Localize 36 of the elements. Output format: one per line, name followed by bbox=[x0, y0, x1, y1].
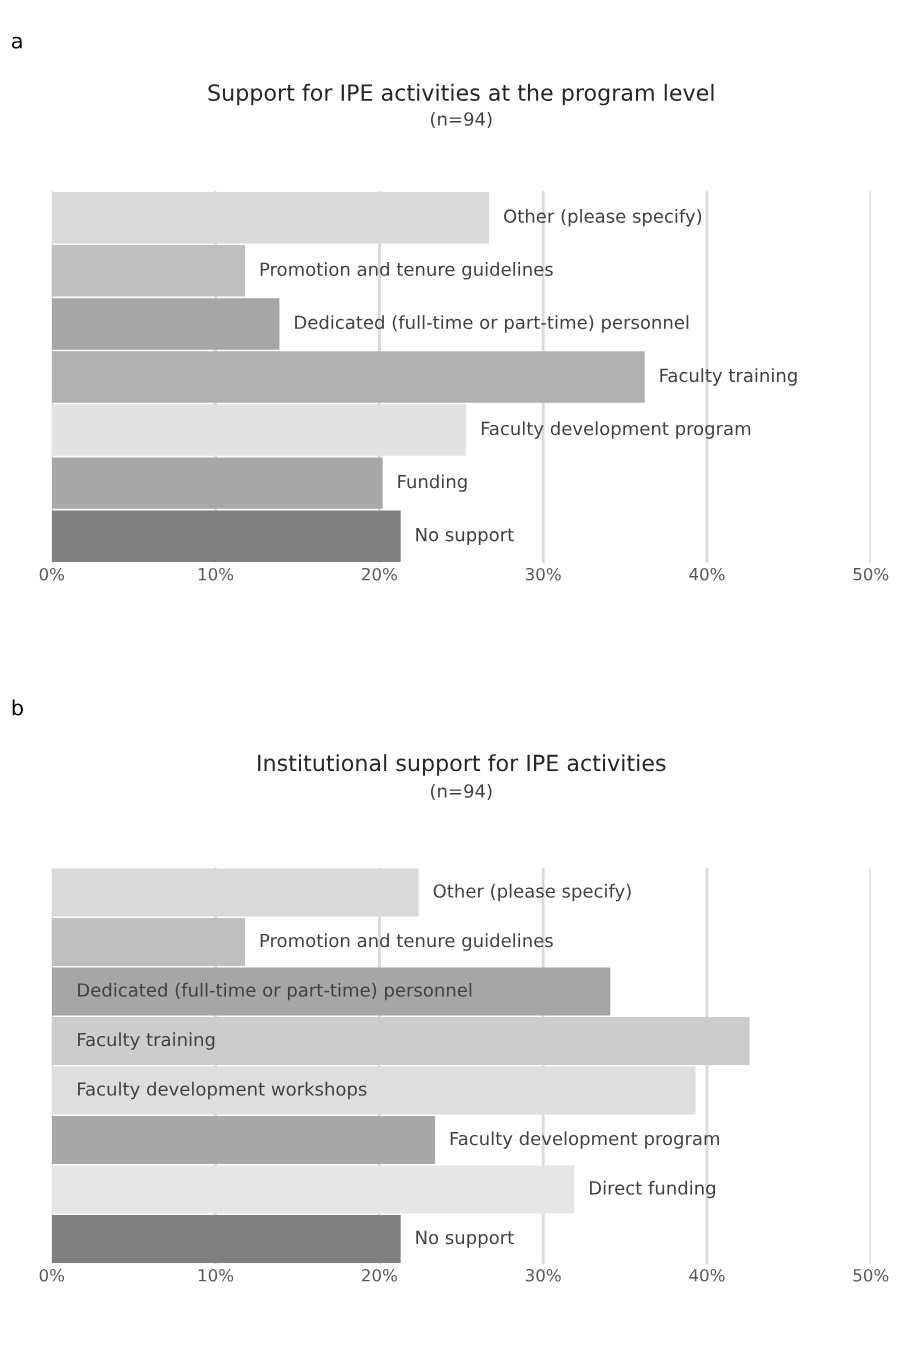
bar bbox=[51, 1116, 436, 1165]
x-tick-label: 30% bbox=[525, 1268, 561, 1282]
category-label: Faculty development workshops bbox=[78, 1081, 367, 1100]
category-label: Dedicated (full-time or part-time) personnel bbox=[78, 982, 472, 1001]
bar bbox=[51, 245, 246, 297]
x-tick-label: 10% bbox=[198, 567, 234, 581]
chart-subtitle: (n=94) bbox=[431, 783, 492, 800]
bar bbox=[51, 457, 383, 509]
category-label: No support bbox=[416, 1230, 514, 1248]
bar bbox=[51, 1165, 575, 1214]
x-tick-label: 20% bbox=[362, 567, 397, 581]
category-label: Promotion and tenure guidelines bbox=[260, 933, 553, 951]
category-label: Faculty development program bbox=[450, 1131, 720, 1149]
x-tick-label: 50% bbox=[853, 1268, 889, 1282]
chart-subtitle: (n=94) bbox=[431, 111, 492, 128]
text: a bbox=[12, 36, 22, 49]
x-tick-label: 0% bbox=[39, 1268, 65, 1282]
x-tick-label: 40% bbox=[689, 1268, 725, 1282]
bar bbox=[51, 1215, 401, 1264]
category-label: Direct funding bbox=[589, 1180, 715, 1199]
bar bbox=[51, 510, 401, 562]
x-tick-label: 20% bbox=[362, 1268, 397, 1282]
x-tick-label: 10% bbox=[198, 1268, 234, 1282]
bar bbox=[51, 1017, 750, 1066]
x-tick-label: 50% bbox=[853, 567, 889, 581]
category-label: Other (please specify) bbox=[433, 883, 631, 902]
x-tick-label: 30% bbox=[525, 567, 561, 581]
x-tick-label: 0% bbox=[39, 567, 65, 581]
category-label: Faculty training bbox=[78, 1032, 215, 1050]
chart-title: Institutional support for IPE activities bbox=[258, 754, 666, 776]
bar bbox=[51, 967, 611, 1016]
bar bbox=[51, 918, 246, 967]
chart-title: Support for IPE activities at the program level bbox=[208, 83, 714, 106]
x-tick-label: 40% bbox=[689, 567, 725, 581]
text: b bbox=[12, 699, 23, 716]
y-tick-label: Funding bbox=[398, 474, 467, 492]
